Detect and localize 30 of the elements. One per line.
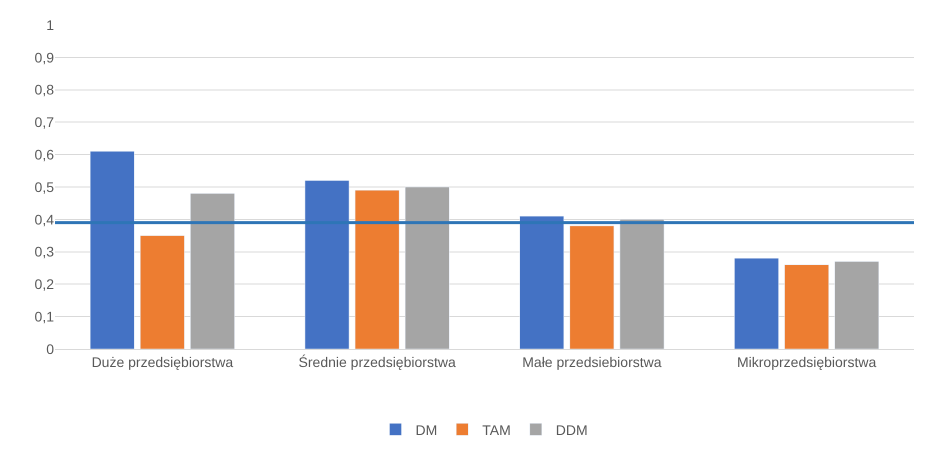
bar (784, 264, 829, 349)
y-tick-label: 0,3 (34, 244, 54, 260)
y-tick-label: 0,8 (34, 82, 54, 98)
x-tick-label: Małe przedsiebiorstwa (522, 354, 662, 370)
x-tick-label: Duże przedsiębiorstwa (92, 354, 234, 370)
y-tick-label: 0 (46, 340, 54, 357)
bar (190, 193, 235, 349)
bar (570, 226, 614, 349)
y-tick-label: 0,7 (34, 114, 54, 130)
y-tick-label: 0,4 (34, 211, 54, 228)
y-tick-label: 0,5 (34, 178, 54, 195)
bar (620, 219, 664, 349)
bar (304, 180, 350, 349)
y-tick-label: 0,2 (34, 276, 54, 292)
y-tick-label: 0,1 (34, 308, 54, 324)
y-tick-label: 0,6 (34, 146, 54, 162)
y-tick-label: 0,9 (34, 49, 54, 66)
bar (734, 258, 779, 349)
bar (90, 151, 135, 349)
legend-label: DDM (556, 422, 588, 438)
bar (404, 186, 450, 349)
bar (519, 216, 564, 349)
x-tick-label: Średnie przedsiębiorstwa (298, 354, 456, 370)
legend-label: DM (416, 422, 438, 438)
legend-label: TAM (482, 422, 511, 438)
bar (834, 261, 880, 349)
y-tick-label: 1 (46, 16, 54, 33)
x-tick-label: Mikroprzedsiębiorstwa (736, 354, 876, 370)
bar (354, 190, 400, 349)
bar (140, 235, 185, 349)
